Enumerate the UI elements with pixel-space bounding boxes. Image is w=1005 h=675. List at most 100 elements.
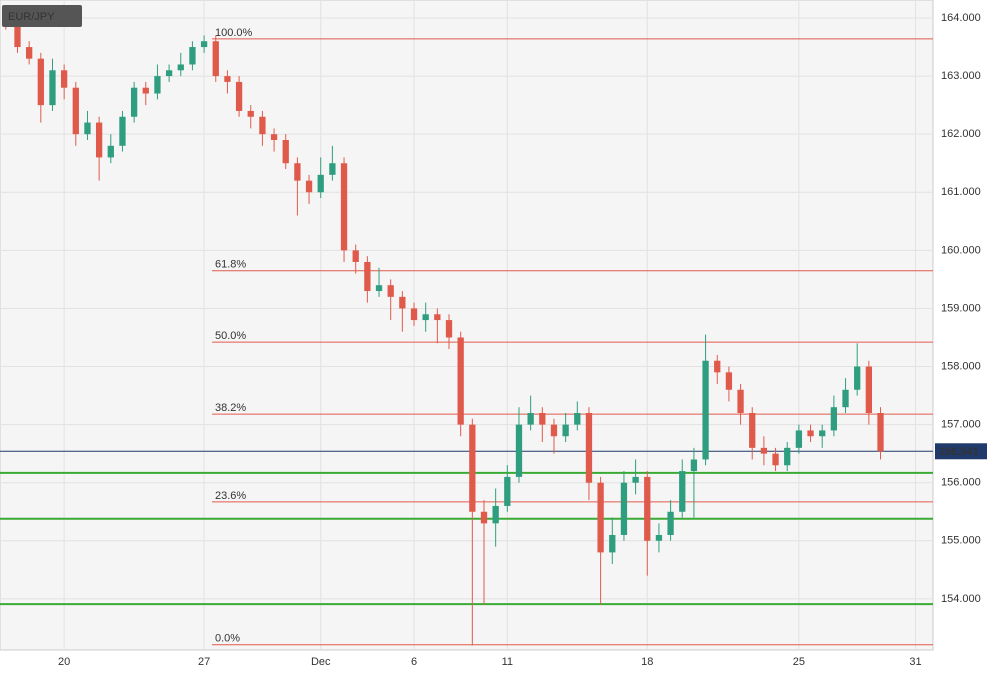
candle-body <box>772 453 779 466</box>
y-tick-label: 163.000 <box>941 70 981 82</box>
candle-body <box>212 41 219 77</box>
candle-body <box>795 430 803 448</box>
candle-body <box>539 413 546 425</box>
y-tick-label: 160.000 <box>941 244 981 256</box>
candle-body <box>305 180 313 193</box>
candle-body <box>154 76 161 94</box>
candle-body <box>644 476 651 541</box>
candle-body <box>515 424 523 477</box>
candle-body <box>200 41 208 48</box>
candle-body <box>410 308 418 321</box>
y-tick-label: 161.000 <box>941 186 981 198</box>
candle-body <box>527 413 534 425</box>
candle-body <box>259 116 266 135</box>
y-tick-label: 159.000 <box>941 302 981 314</box>
candle-body <box>585 413 593 483</box>
candle-body <box>457 337 464 425</box>
fib-label: 61.8% <box>215 259 246 271</box>
candle-body <box>725 372 733 390</box>
candle-body <box>26 47 33 59</box>
fib-label: 50.0% <box>215 330 246 342</box>
candle-body <box>434 314 441 321</box>
fib-label: 23.6% <box>215 490 246 502</box>
candle-body <box>784 447 791 466</box>
candle-body <box>84 122 91 135</box>
candle-body <box>679 471 686 512</box>
last-price-label: 156.541 <box>939 446 979 458</box>
candle-body <box>422 314 429 321</box>
candle-body <box>690 459 698 472</box>
fib-label: 38.2% <box>215 402 246 414</box>
candle-body <box>294 163 301 181</box>
candle-body <box>235 81 243 111</box>
candle-body <box>842 389 849 408</box>
x-tick-label: 27 <box>198 656 210 668</box>
candle-body <box>282 139 289 164</box>
title-box <box>2 5 82 27</box>
y-tick-label: 154.000 <box>941 593 981 605</box>
candle-body <box>329 163 336 175</box>
candle-body <box>72 87 79 135</box>
candle-body <box>445 320 453 338</box>
y-tick-label: 164.000 <box>941 12 981 24</box>
x-tick-label: 25 <box>793 656 805 668</box>
candle-body <box>760 447 768 454</box>
fib-label: 0.0% <box>215 633 240 645</box>
candle-body <box>550 424 558 437</box>
candle-body <box>247 110 254 117</box>
candle-body <box>854 366 861 390</box>
candle-body <box>49 70 56 106</box>
candle-body <box>387 285 394 297</box>
candle-body <box>480 511 488 524</box>
fib-label: 100.0% <box>215 27 253 39</box>
x-tick-label: 6 <box>411 656 417 668</box>
plot-area <box>0 0 934 651</box>
candle-body <box>877 413 884 452</box>
candle-body <box>107 145 114 158</box>
x-tick-label: Dec <box>311 656 331 668</box>
candle-body <box>667 511 674 535</box>
y-tick-label: 156.000 <box>941 477 981 489</box>
candle-body <box>492 505 499 524</box>
candle-body <box>399 296 406 309</box>
y-tick-label: 162.000 <box>941 128 981 140</box>
candle-body <box>702 360 709 460</box>
candle-body <box>130 87 138 117</box>
candle-body <box>609 534 616 553</box>
candle-body <box>807 430 814 437</box>
candle-body <box>749 413 756 448</box>
last-price-box <box>935 443 987 460</box>
candle-body <box>270 134 278 140</box>
candle-body <box>60 70 68 88</box>
candle-body <box>352 250 359 262</box>
y-tick-label: 155.000 <box>941 535 981 547</box>
x-tick-label: 31 <box>909 656 921 668</box>
candle-body <box>224 76 231 82</box>
candle-body <box>737 389 744 414</box>
candle-body <box>37 58 44 106</box>
candle-body <box>655 534 663 541</box>
candle-body <box>364 261 371 292</box>
candle-body <box>317 174 324 193</box>
candle-body <box>165 70 173 77</box>
y-tick-label: 157.000 <box>941 419 981 431</box>
candle-body <box>14 23 21 48</box>
candle-body <box>177 64 184 71</box>
x-tick-label: 11 <box>502 656 513 668</box>
chart-title: EUR/JPY <box>8 11 55 23</box>
x-tick-label: 18 <box>641 656 653 668</box>
candle-body <box>119 116 126 146</box>
candle-body <box>865 366 873 414</box>
candle-body <box>189 47 196 65</box>
candle-body <box>469 424 476 512</box>
candle-body <box>819 430 826 437</box>
candle-body <box>562 424 569 437</box>
candle-body <box>95 122 103 158</box>
candle-body <box>632 476 639 483</box>
candle-body <box>574 413 581 425</box>
candle-body <box>830 407 838 431</box>
x-tick-label: 20 <box>58 656 70 668</box>
candle-body <box>597 482 604 553</box>
candle-body <box>504 476 511 506</box>
candle-body <box>142 87 149 94</box>
